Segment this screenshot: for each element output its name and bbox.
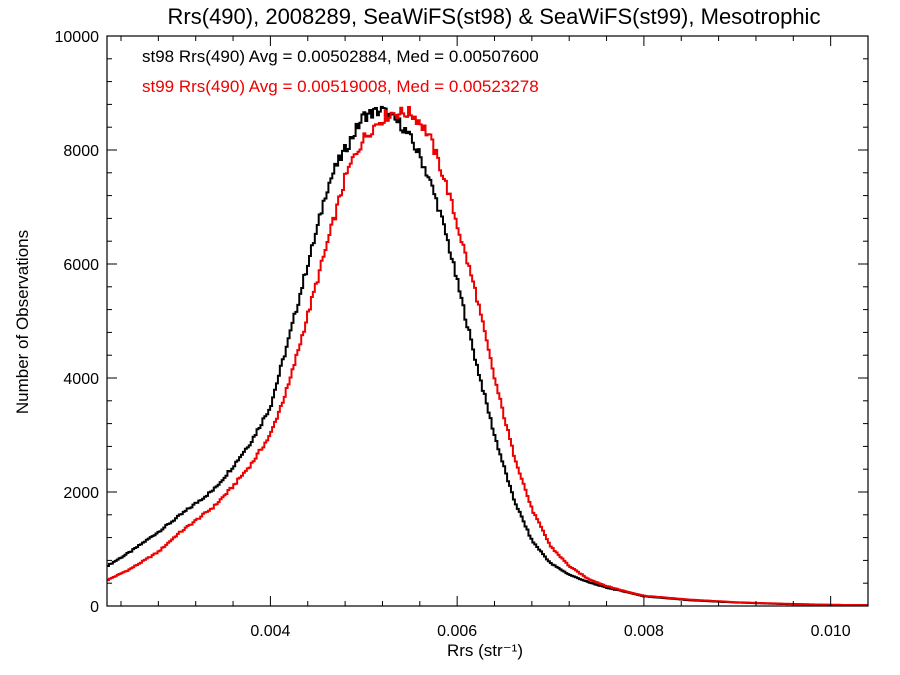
ticks-layer: 0.004 0.006 0.008 0.010 0 2000 4000 6000 8000 100…	[55, 29, 869, 640]
x-tick-label: 0.008	[624, 623, 664, 640]
series-line-st99	[107, 106, 868, 607]
x-tick-label: 0.004	[250, 623, 290, 640]
y-tick-label: 8000	[63, 143, 99, 160]
plot-frame	[106, 35, 869, 607]
y-tick-label: 6000	[63, 257, 99, 274]
x-axis-label: Rrs (str⁻¹)	[447, 641, 523, 660]
y-axis-label: Number of Observations	[13, 230, 32, 414]
x-tick-label: 0.010	[811, 623, 851, 640]
series-line-st98	[107, 105, 868, 607]
plot-area: 0.004 0.006 0.008 0.010 0 2000 4000 6000 8000 100…	[55, 29, 869, 640]
annotation-st99: st99 Rrs(490) Avg = 0.00519008, Med = 0.…	[142, 77, 539, 96]
chart-title: Rrs(490), 2008289, SeaWiFS(st98) & SeaWi…	[168, 4, 821, 29]
y-tick-label: 4000	[63, 371, 99, 388]
series-layer	[107, 105, 868, 607]
y-tick-label: 0	[90, 599, 99, 616]
y-tick-label: 2000	[63, 485, 99, 502]
annotation-st98: st98 Rrs(490) Avg = 0.00502884, Med = 0.…	[142, 47, 539, 66]
y-tick-label: 10000	[55, 29, 100, 46]
x-tick-label: 0.006	[437, 623, 477, 640]
